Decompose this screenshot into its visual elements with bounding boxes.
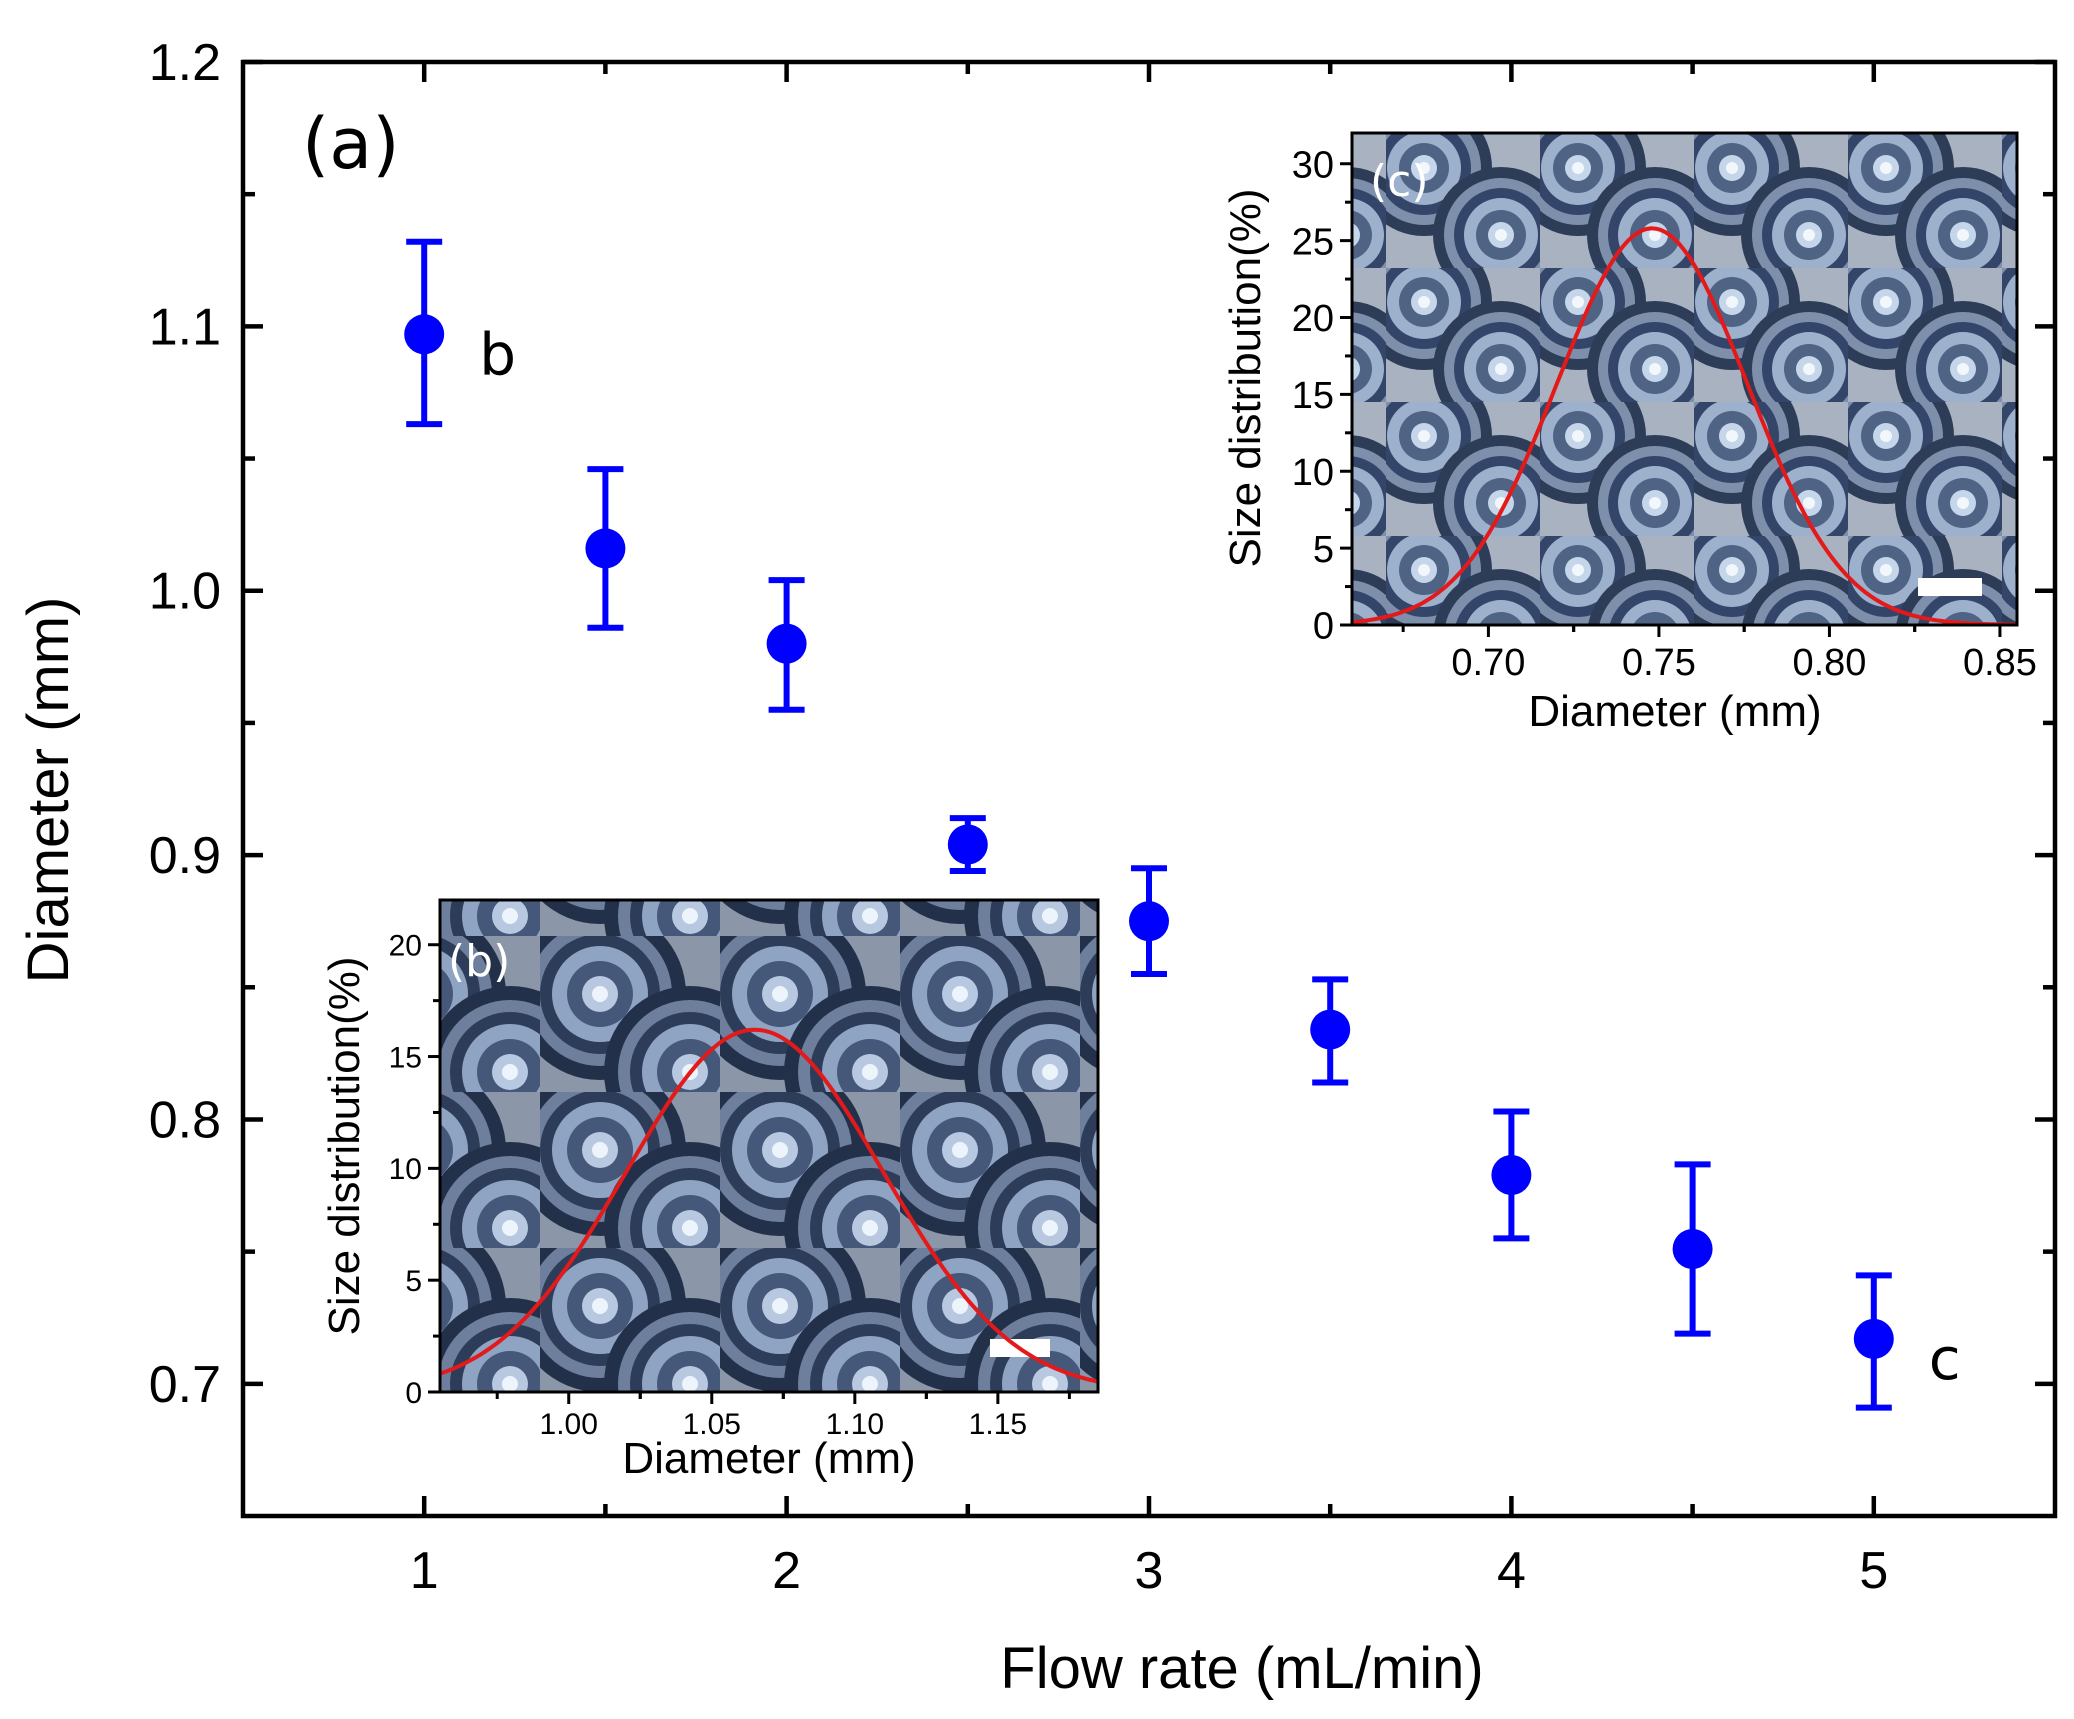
data-point xyxy=(1129,901,1169,942)
x-tick-label: 3 xyxy=(1135,1542,1164,1600)
inset-y-tick-label: 10 xyxy=(1292,452,1334,494)
inset-y-tick-label: 30 xyxy=(1292,144,1334,186)
x-tick-label: 2 xyxy=(772,1542,801,1600)
x-tick-label: 4 xyxy=(1497,1542,1526,1600)
inset-b-y-axis-label: Size distribution(%) xyxy=(320,956,369,1335)
inset-c-x-axis-label: Diameter (mm) xyxy=(1528,687,1821,736)
inset-c-scale-bar xyxy=(1918,578,1982,596)
inset-c-panel-label: (c) xyxy=(1370,156,1429,207)
inset-y-tick-label: 5 xyxy=(405,1265,422,1298)
inset-b-x-axis-label: Diameter (mm) xyxy=(622,1434,915,1483)
data-point xyxy=(1672,1228,1713,1269)
inset-y-tick-label: 15 xyxy=(1292,375,1334,417)
y-tick-label: 1.2 xyxy=(149,34,221,92)
x-axis-label: Flow rate (mL/min) xyxy=(1000,1636,1483,1701)
x-tick-label: 5 xyxy=(1859,1542,1888,1600)
inset-x-tick-label: 1.05 xyxy=(683,1408,741,1441)
inset-y-tick-label: 20 xyxy=(1292,298,1334,340)
inset-y-tick-label: 25 xyxy=(1292,221,1334,263)
y-tick-label: 0.8 xyxy=(149,1091,221,1149)
y-tick-label: 0.9 xyxy=(149,827,221,885)
inset-x-tick-label: 0.70 xyxy=(1451,642,1525,684)
point-annotation: c xyxy=(1929,1325,1961,1393)
data-point xyxy=(404,314,445,355)
inset-x-tick-label: 1.00 xyxy=(540,1408,598,1441)
y-axis-label: Diameter (mm) xyxy=(16,597,81,984)
inset-y-tick-label: 5 xyxy=(1313,529,1334,571)
y-tick-label: 1.0 xyxy=(149,563,221,621)
data-point xyxy=(947,824,988,865)
inset-c-y-axis-label: Size distribution(%) xyxy=(1221,188,1270,567)
data-point xyxy=(1853,1318,1894,1359)
data-point xyxy=(1491,1154,1532,1195)
x-tick-label: 1 xyxy=(410,1542,439,1600)
inset-x-tick-label: 0.80 xyxy=(1792,642,1866,684)
inset-x-tick-label: 1.10 xyxy=(826,1408,884,1441)
inset-x-tick-label: 0.85 xyxy=(1963,642,2037,684)
inset-x-tick-label: 0.75 xyxy=(1622,642,1696,684)
data-point xyxy=(766,623,807,664)
point-annotation: b xyxy=(479,320,516,388)
inset-y-tick-label: 10 xyxy=(389,1153,422,1186)
inset-b-panel-label: (b) xyxy=(448,936,510,987)
inset-c-image xyxy=(1352,133,2017,625)
panel-label-a: (a) xyxy=(302,103,400,185)
y-tick-label: 0.7 xyxy=(149,1356,221,1414)
inset-y-tick-label: 0 xyxy=(405,1377,422,1410)
y-tick-label: 1.1 xyxy=(149,298,221,356)
inset-x-tick-label: 1.15 xyxy=(969,1408,1027,1441)
inset-b-frame xyxy=(438,898,1100,1394)
inset-y-tick-label: 15 xyxy=(389,1041,422,1074)
inset-y-tick-label: 0 xyxy=(1313,606,1334,648)
data-point xyxy=(585,528,626,569)
data-point xyxy=(1310,1009,1351,1050)
inset-y-tick-label: 20 xyxy=(389,930,422,963)
inset-b-image xyxy=(440,900,1098,1392)
gaussian-fit-curve xyxy=(1352,226,2017,625)
gaussian-fit-curve xyxy=(440,1027,1098,1384)
inset-c-frame xyxy=(1350,131,2019,627)
